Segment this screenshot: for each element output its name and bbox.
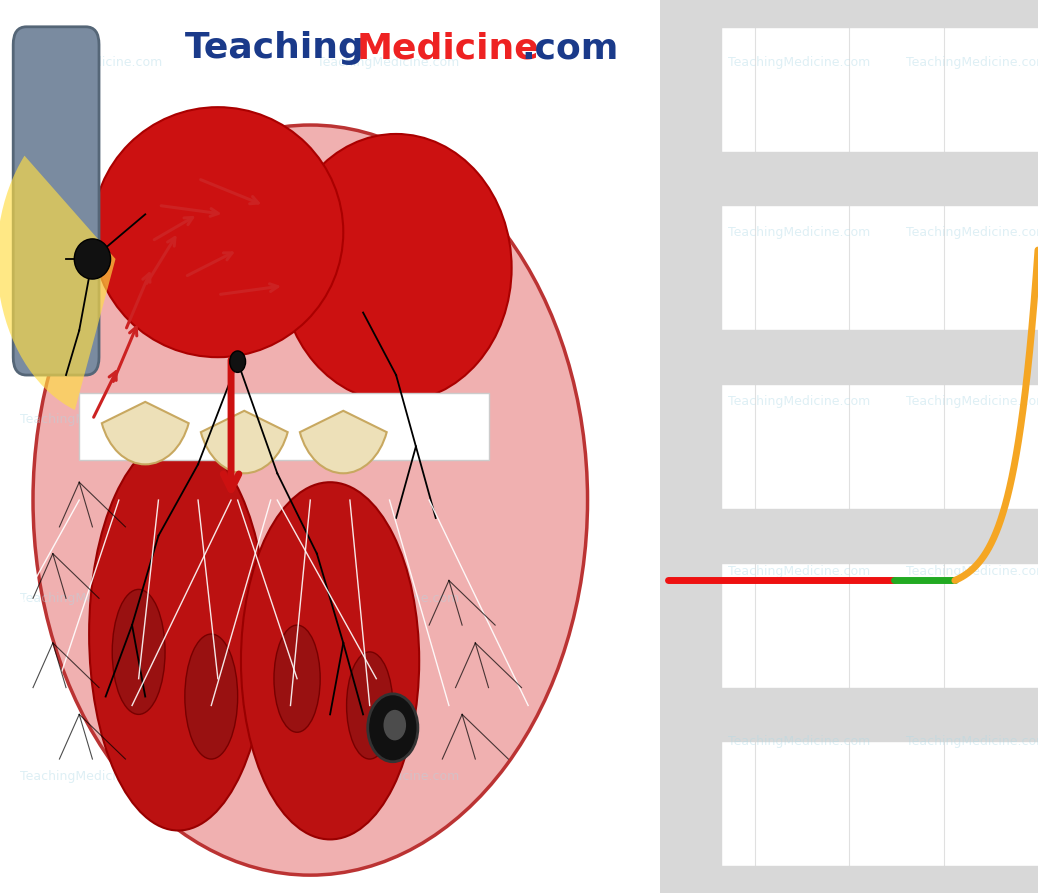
Bar (660, 330, 1038, 384)
Text: TeachingMedicine.com: TeachingMedicine.com (317, 771, 459, 783)
FancyBboxPatch shape (13, 27, 99, 375)
Ellipse shape (280, 134, 512, 402)
Wedge shape (300, 411, 387, 473)
Text: Medicine: Medicine (356, 31, 539, 65)
Ellipse shape (89, 438, 268, 830)
Text: TeachingMedicine.com: TeachingMedicine.com (729, 226, 871, 238)
Bar (660, 0, 1038, 27)
Bar (660, 509, 1038, 563)
Wedge shape (200, 411, 288, 473)
Text: TeachingMedicine.com: TeachingMedicine.com (317, 235, 459, 247)
Text: TeachingMedicine.com: TeachingMedicine.com (906, 565, 1038, 578)
Circle shape (229, 351, 246, 372)
Circle shape (383, 710, 406, 740)
Text: .com: .com (521, 31, 619, 65)
Text: TeachingMedicine.com: TeachingMedicine.com (729, 396, 871, 408)
Text: TeachingMedicine.com: TeachingMedicine.com (317, 592, 459, 605)
Bar (660, 866, 1038, 893)
Text: Teaching: Teaching (185, 31, 364, 65)
Ellipse shape (92, 107, 344, 357)
FancyBboxPatch shape (79, 393, 489, 460)
Text: TeachingMedicine.com: TeachingMedicine.com (906, 226, 1038, 238)
Bar (660, 688, 1038, 741)
Bar (660, 0, 720, 893)
Ellipse shape (347, 652, 392, 759)
Text: TeachingMedicine.com: TeachingMedicine.com (906, 396, 1038, 408)
Text: TeachingMedicine.com: TeachingMedicine.com (906, 735, 1038, 747)
Text: TeachingMedicine.com: TeachingMedicine.com (729, 56, 871, 69)
Text: TeachingMedicine.com: TeachingMedicine.com (20, 771, 162, 783)
Text: TeachingMedicine.com: TeachingMedicine.com (20, 235, 162, 247)
Text: TeachingMedicine.com: TeachingMedicine.com (20, 592, 162, 605)
Text: TeachingMedicine.com: TeachingMedicine.com (20, 56, 162, 69)
Ellipse shape (185, 634, 238, 759)
Circle shape (367, 694, 418, 762)
Text: TeachingMedicine.com: TeachingMedicine.com (317, 413, 459, 426)
Ellipse shape (274, 625, 320, 732)
Text: TeachingMedicine.com: TeachingMedicine.com (729, 735, 871, 747)
Ellipse shape (112, 589, 165, 714)
Text: TeachingMedicine.com: TeachingMedicine.com (317, 56, 459, 69)
Ellipse shape (75, 239, 111, 279)
Text: TeachingMedicine.com: TeachingMedicine.com (20, 413, 162, 426)
Wedge shape (0, 155, 115, 410)
Bar (660, 152, 1038, 205)
Text: TeachingMedicine.com: TeachingMedicine.com (729, 565, 871, 578)
Text: TeachingMedicine.com: TeachingMedicine.com (906, 56, 1038, 69)
Ellipse shape (33, 125, 588, 875)
Wedge shape (102, 402, 189, 464)
Ellipse shape (241, 482, 419, 839)
